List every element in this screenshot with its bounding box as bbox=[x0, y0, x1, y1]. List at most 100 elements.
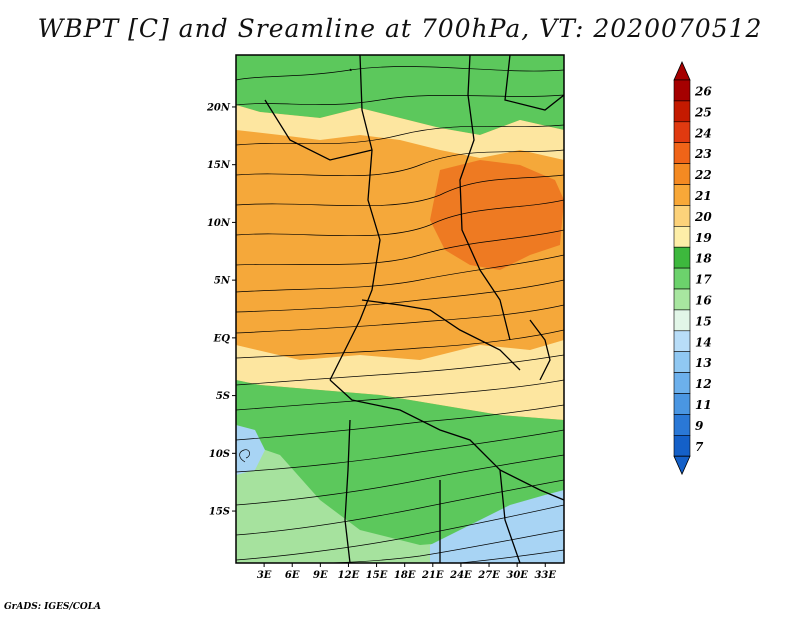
streamline bbox=[236, 149, 564, 177]
colorbar-segment bbox=[673, 184, 691, 206]
colorbar-label: 9 bbox=[695, 419, 704, 433]
colorbar-segment bbox=[673, 246, 691, 269]
lon-tick-label: 27E bbox=[477, 570, 500, 581]
colorbar-segment bbox=[673, 414, 691, 436]
temperature-field bbox=[236, 55, 564, 563]
lat-tick-label: 20N bbox=[206, 102, 231, 113]
region-south-yellow bbox=[236, 340, 564, 420]
region-south-lightgreen bbox=[236, 440, 564, 563]
lon-tick-label: 24E bbox=[449, 570, 472, 581]
colorbar-label: 7 bbox=[695, 440, 704, 454]
colorbar-label: 12 bbox=[695, 377, 712, 391]
lon-tick-label: 33E bbox=[534, 570, 556, 581]
lon-tick-label: 21E bbox=[421, 570, 444, 581]
colorbar-label: 24 bbox=[694, 126, 712, 140]
streamline bbox=[236, 454, 564, 506]
border bbox=[361, 299, 521, 371]
colorbar-segment bbox=[673, 393, 691, 415]
streamline bbox=[236, 254, 564, 293]
lat-tick-label: 10S bbox=[209, 449, 230, 460]
lon-tick-label: 30E bbox=[506, 570, 528, 581]
streamline bbox=[236, 174, 564, 207]
streamline bbox=[236, 66, 564, 81]
longitude-axis: 3E 6E 9E 12E 15E 18E 21E 24E 27E 30E 33E bbox=[257, 563, 556, 581]
colorbar-segment bbox=[673, 309, 691, 332]
colorbar-segment bbox=[673, 330, 691, 352]
region-hot-core bbox=[430, 160, 564, 270]
streamline bbox=[236, 329, 564, 359]
lon-tick-label: 6E bbox=[285, 570, 300, 581]
colorbar-label: 26 bbox=[694, 84, 712, 98]
border bbox=[459, 55, 511, 341]
colorbar-segment bbox=[673, 205, 691, 227]
streamline bbox=[236, 199, 564, 237]
colorbar-label: 18 bbox=[695, 252, 712, 266]
colorbar-segment bbox=[673, 79, 691, 102]
streamline bbox=[236, 379, 564, 411]
country-borders bbox=[264, 55, 564, 563]
colorbar-segment bbox=[673, 434, 691, 457]
credit-label: GrADS: IGES/COLA bbox=[4, 602, 102, 612]
lon-tick-label: 18E bbox=[394, 570, 416, 581]
map-frame bbox=[235, 54, 565, 564]
streamlines bbox=[236, 66, 564, 563]
border bbox=[329, 379, 564, 501]
lon-tick-label: 9E bbox=[313, 570, 328, 581]
colorbar-label: 25 bbox=[694, 105, 712, 119]
colorbar-top-arrow bbox=[673, 61, 691, 81]
border bbox=[504, 55, 564, 111]
lat-tick-label: 10N bbox=[207, 218, 231, 229]
region-southeast-blue bbox=[430, 490, 564, 563]
streamline bbox=[236, 479, 564, 536]
colorbar-label: 14 bbox=[695, 335, 712, 349]
streamline bbox=[236, 124, 564, 146]
streamline bbox=[236, 94, 564, 106]
colorbar-label: 20 bbox=[694, 210, 712, 224]
border bbox=[329, 55, 381, 381]
streamline bbox=[236, 304, 564, 334]
border bbox=[264, 99, 373, 161]
streamline bbox=[236, 354, 564, 386]
colorbar-segment bbox=[673, 142, 691, 164]
streamline bbox=[236, 404, 564, 441]
streamline bbox=[236, 279, 564, 313]
region-north-green bbox=[236, 55, 564, 135]
lat-tick-label: 15S bbox=[209, 507, 230, 518]
lat-tick-label: 5N bbox=[214, 276, 231, 287]
latitude-axis: 20N 15N 10N 5N EQ 5S 10S 15S bbox=[206, 102, 236, 518]
colorbar-segment bbox=[673, 226, 691, 248]
colorbar-label: 21 bbox=[694, 189, 712, 203]
colorbar: 26 25 24 23 22 21 20 19 18 17 16 15 14 13 12 11 9 7 bbox=[673, 61, 712, 476]
lat-tick-label: 15N bbox=[207, 160, 231, 171]
colorbar-label: 11 bbox=[695, 398, 712, 412]
lat-tick-label: EQ bbox=[213, 333, 231, 344]
region-southwest-blue bbox=[236, 425, 265, 475]
colorbar-label: 16 bbox=[695, 293, 712, 307]
colorbar-label: 13 bbox=[695, 356, 712, 370]
lon-tick-label: 12E bbox=[338, 570, 360, 581]
lon-tick-label: 3E bbox=[257, 570, 272, 581]
border bbox=[529, 319, 551, 381]
lat-tick-label: 5S bbox=[216, 391, 230, 402]
colorbar-label: 23 bbox=[694, 147, 712, 161]
colorbar-label: 22 bbox=[694, 168, 712, 182]
border bbox=[344, 419, 351, 563]
colorbar-segment bbox=[673, 351, 691, 373]
colorbar-label: 17 bbox=[695, 273, 712, 287]
colorbar-label: 15 bbox=[695, 314, 712, 328]
streamline bbox=[236, 504, 564, 561]
region-north-yellow bbox=[236, 105, 564, 160]
streamline bbox=[239, 449, 250, 463]
colorbar-label: 19 bbox=[695, 231, 712, 245]
colorbar-segment bbox=[673, 288, 691, 311]
streamline bbox=[459, 549, 564, 563]
streamline bbox=[236, 429, 564, 473]
chart-title: WBPT [C] and Sreamline at 700hPa, VT: 20… bbox=[37, 14, 763, 43]
streamline bbox=[236, 229, 564, 266]
colorbar-segment bbox=[673, 121, 691, 144]
colorbar-segment bbox=[673, 372, 691, 394]
colorbar-segment bbox=[673, 267, 691, 290]
lon-tick-label: 15E bbox=[366, 570, 388, 581]
colorbar-segment bbox=[673, 163, 691, 185]
